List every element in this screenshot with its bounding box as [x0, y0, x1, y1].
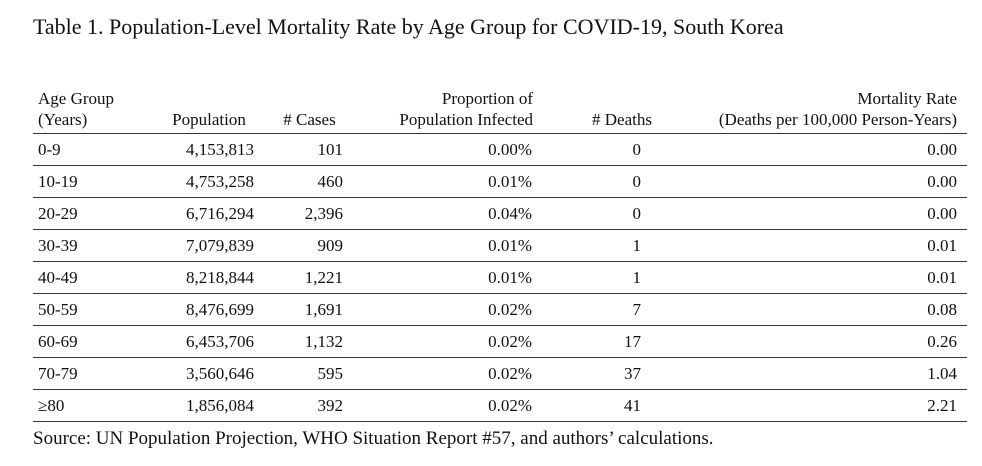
- cell-population: 6,453,706: [153, 325, 265, 358]
- cell-age-group: 40-49: [33, 261, 153, 294]
- cell-deaths: 17: [543, 325, 652, 358]
- cell-population: 4,153,813: [153, 133, 265, 166]
- header-age-group-line-2: (Years): [38, 110, 88, 129]
- cell-cases: 595: [265, 357, 354, 390]
- cell-deaths: 1: [543, 229, 652, 262]
- cell-age-group: ≥80: [33, 389, 153, 422]
- header-mortality-line-1: Mortality Rate: [857, 89, 957, 108]
- cell-cases: 1,691: [265, 293, 354, 326]
- table-row: 50-59 8,476,699 1,691 0.02% 7 0.08: [33, 293, 967, 326]
- header-cases-label: # Cases: [283, 110, 336, 129]
- cell-mortality-rate: 0.00: [652, 197, 967, 230]
- cell-age-group: 30-39: [33, 229, 153, 262]
- cell-proportion: 0.01%: [354, 229, 543, 262]
- cell-deaths: 0: [543, 133, 652, 166]
- cell-population: 1,856,084: [153, 389, 265, 422]
- header-age-group: Age Group (Years): [33, 86, 153, 134]
- table-row: 20-29 6,716,294 2,396 0.04% 0 0.00: [33, 197, 967, 230]
- cell-deaths: 7: [543, 293, 652, 326]
- header-deaths-label: # Deaths: [592, 110, 652, 129]
- cell-age-group: 70-79: [33, 357, 153, 390]
- table-row: 70-79 3,560,646 595 0.02% 37 1.04: [33, 357, 967, 390]
- cell-mortality-rate: 0.00: [652, 165, 967, 198]
- cell-population: 6,716,294: [153, 197, 265, 230]
- cell-cases: 2,396: [265, 197, 354, 230]
- header-deaths: # Deaths: [543, 86, 652, 134]
- cell-age-group: 20-29: [33, 197, 153, 230]
- cell-mortality-rate: 0.08: [652, 293, 967, 326]
- cell-deaths: 0: [543, 165, 652, 198]
- table-row: ≥80 1,856,084 392 0.02% 41 2.21: [33, 389, 967, 422]
- header-proportion: Proportion of Population Infected: [354, 86, 543, 134]
- table-row: 10-19 4,753,258 460 0.01% 0 0.00: [33, 165, 967, 198]
- header-population: Population: [153, 86, 265, 134]
- cell-proportion: 0.01%: [354, 165, 543, 198]
- cell-age-group: 10-19: [33, 165, 153, 198]
- mortality-table: Age Group (Years) Population # Cases Pro…: [33, 86, 967, 422]
- cell-age-group: 60-69: [33, 325, 153, 358]
- cell-population: 7,079,839: [153, 229, 265, 262]
- cell-proportion: 0.04%: [354, 197, 543, 230]
- header-age-group-line-1: Age Group: [38, 89, 115, 108]
- cell-proportion: 0.01%: [354, 261, 543, 294]
- table-body: 0-9 4,153,813 101 0.00% 0 0.00 10-19 4,753,258 4…: [33, 133, 967, 422]
- cell-mortality-rate: 0.01: [652, 261, 967, 294]
- cell-mortality-rate: 0.01: [652, 229, 967, 262]
- cell-cases: 1,221: [265, 261, 354, 294]
- cell-deaths: 41: [543, 389, 652, 422]
- table-row: 0-9 4,153,813 101 0.00% 0 0.00: [33, 133, 967, 166]
- header-mortality-line-2: (Deaths per 100,000 Person-Years): [718, 110, 957, 129]
- table-row: 30-39 7,079,839 909 0.01% 1 0.01: [33, 229, 967, 262]
- cell-mortality-rate: 0.00: [652, 133, 967, 166]
- cell-proportion: 0.02%: [354, 357, 543, 390]
- table-title: Table 1. Population-Level Mortality Rate…: [33, 14, 784, 39]
- header-cases: # Cases: [265, 86, 354, 134]
- cell-population: 8,218,844: [153, 261, 265, 294]
- cell-population: 3,560,646: [153, 357, 265, 390]
- header-proportion-line-2: Population Infected: [399, 110, 533, 129]
- cell-cases: 101: [265, 133, 354, 166]
- cell-mortality-rate: 0.26: [652, 325, 967, 358]
- cell-cases: 909: [265, 229, 354, 262]
- table-header: Age Group (Years) Population # Cases Pro…: [33, 86, 967, 134]
- cell-mortality-rate: 1.04: [652, 357, 967, 390]
- source-note: Source: UN Population Projection, WHO Si…: [33, 428, 714, 449]
- cell-age-group: 50-59: [33, 293, 153, 326]
- cell-age-group: 0-9: [33, 133, 153, 166]
- cell-population: 8,476,699: [153, 293, 265, 326]
- cell-deaths: 0: [543, 197, 652, 230]
- cell-proportion: 0.00%: [354, 133, 543, 166]
- header-row: Age Group (Years) Population # Cases Pro…: [33, 86, 967, 134]
- header-population-label: Population: [172, 110, 246, 129]
- table-row: 40-49 8,218,844 1,221 0.01% 1 0.01: [33, 261, 967, 294]
- cell-deaths: 1: [543, 261, 652, 294]
- header-mortality-rate: Mortality Rate (Deaths per 100,000 Perso…: [652, 86, 967, 134]
- cell-proportion: 0.02%: [354, 325, 543, 358]
- cell-cases: 1,132: [265, 325, 354, 358]
- cell-mortality-rate: 2.21: [652, 389, 967, 422]
- header-proportion-line-1: Proportion of: [441, 89, 533, 108]
- cell-proportion: 0.02%: [354, 293, 543, 326]
- cell-proportion: 0.02%: [354, 389, 543, 422]
- cell-cases: 460: [265, 165, 354, 198]
- cell-deaths: 37: [543, 357, 652, 390]
- cell-cases: 392: [265, 389, 354, 422]
- cell-population: 4,753,258: [153, 165, 265, 198]
- table-row: 60-69 6,453,706 1,132 0.02% 17 0.26: [33, 325, 967, 358]
